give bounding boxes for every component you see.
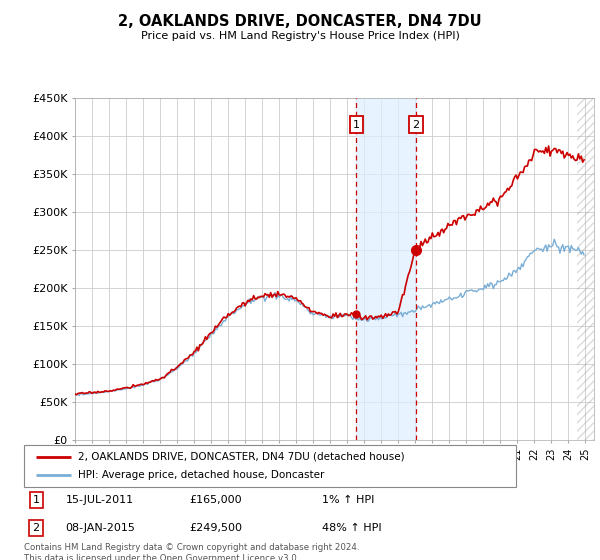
- Text: 1: 1: [32, 495, 40, 505]
- FancyBboxPatch shape: [24, 445, 516, 487]
- Text: Contains HM Land Registry data © Crown copyright and database right 2024.
This d: Contains HM Land Registry data © Crown c…: [24, 543, 359, 560]
- Text: 48% ↑ HPI: 48% ↑ HPI: [322, 523, 382, 533]
- Text: 1: 1: [353, 120, 360, 129]
- Text: £249,500: £249,500: [190, 523, 242, 533]
- Text: 2: 2: [32, 523, 40, 533]
- Text: 2: 2: [412, 120, 419, 129]
- Text: 2, OAKLANDS DRIVE, DONCASTER, DN4 7DU (detached house): 2, OAKLANDS DRIVE, DONCASTER, DN4 7DU (d…: [78, 452, 405, 462]
- Text: 15-JUL-2011: 15-JUL-2011: [65, 495, 134, 505]
- Text: £165,000: £165,000: [190, 495, 242, 505]
- Bar: [356, 98, 416, 440]
- Text: 08-JAN-2015: 08-JAN-2015: [65, 523, 135, 533]
- Text: 2, OAKLANDS DRIVE, DONCASTER, DN4 7DU: 2, OAKLANDS DRIVE, DONCASTER, DN4 7DU: [118, 14, 482, 29]
- Text: 1% ↑ HPI: 1% ↑ HPI: [322, 495, 374, 505]
- Bar: [577, 98, 600, 440]
- Text: Price paid vs. HM Land Registry's House Price Index (HPI): Price paid vs. HM Land Registry's House …: [140, 31, 460, 41]
- Text: HPI: Average price, detached house, Doncaster: HPI: Average price, detached house, Donc…: [78, 470, 325, 480]
